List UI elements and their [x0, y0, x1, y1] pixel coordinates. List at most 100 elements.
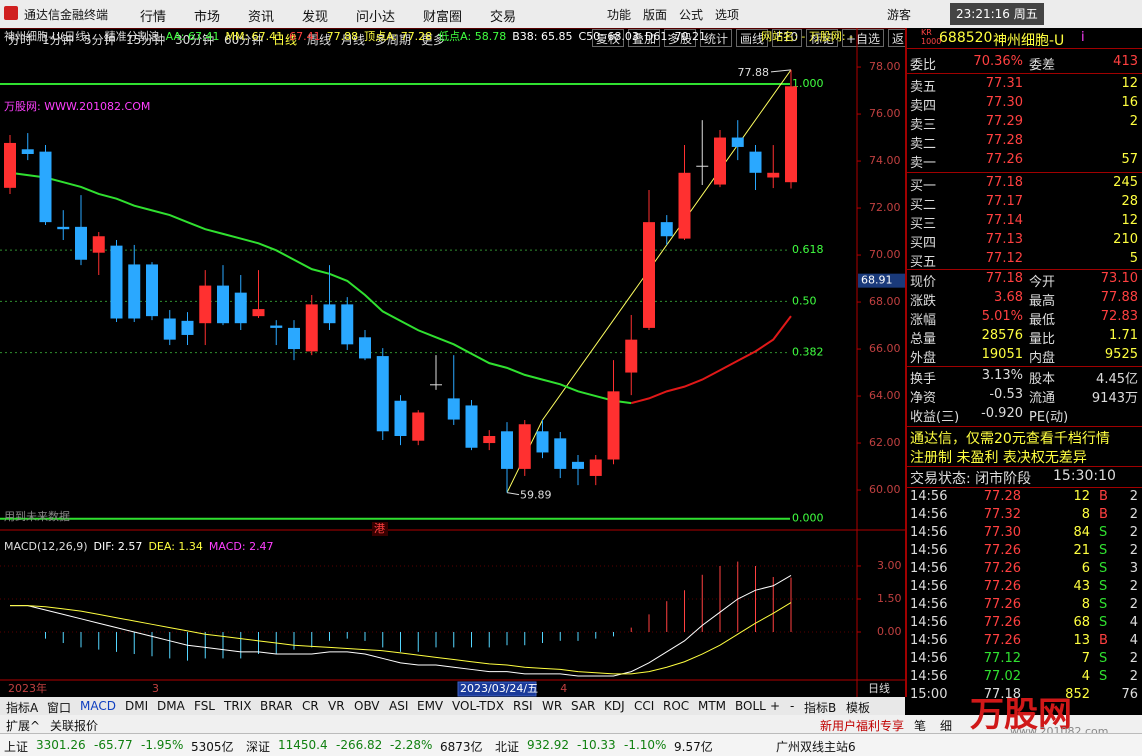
candle-body: [57, 226, 70, 230]
period-tab[interactable]: 5分钟: [84, 33, 116, 47]
indicator-tab[interactable]: SAR: [571, 699, 596, 713]
tick-price: 77.26: [983, 579, 1021, 594]
indicator-tab[interactable]: EMV: [417, 699, 444, 713]
quote-cell: 77.12: [985, 251, 1023, 266]
extension-tab[interactable]: 关联报价: [50, 719, 99, 733]
period-tab[interactable]: 分时: [8, 33, 33, 47]
extension-tab[interactable]: 扩展^: [6, 719, 41, 733]
indicator-tab[interactable]: KDJ: [604, 699, 625, 713]
indicator-tab[interactable]: VOL-TDX: [452, 699, 504, 713]
menu-right[interactable]: 版面: [643, 8, 668, 22]
candle-body: [75, 226, 87, 260]
quote-cell: 77.14: [985, 213, 1023, 228]
quote-cell: 2: [1129, 114, 1138, 129]
tab-control[interactable]: 模板: [846, 701, 871, 715]
index-pct: -1.10%: [624, 738, 667, 752]
menu-item[interactable]: 行情: [140, 10, 167, 25]
quote-cell: 流通: [1029, 391, 1056, 406]
notice[interactable]: 通达信，仅需20元查看千档行情: [910, 431, 1110, 447]
indicator-tab[interactable]: 窗口: [47, 701, 72, 715]
period-tab[interactable]: 更多: [421, 33, 446, 47]
indicator-tab[interactable]: DMA: [157, 699, 185, 713]
tool-button[interactable]: F10: [772, 29, 803, 47]
window-button[interactable]: [1062, 4, 1082, 22]
tick-side: B: [1099, 489, 1108, 504]
menu-item[interactable]: 财富圈: [423, 10, 463, 25]
promo[interactable]: 新用户福利专享: [820, 719, 905, 733]
menu-right[interactable]: 选项: [715, 8, 740, 22]
tick-price: 77.26: [983, 561, 1021, 576]
tool-button[interactable]: +自选: [842, 29, 885, 47]
indicator-tab[interactable]: MTM: [698, 699, 727, 713]
indicator-tab[interactable]: ASI: [389, 699, 409, 713]
tick-volume: 43: [1073, 579, 1090, 594]
candle-body: [660, 222, 673, 237]
macd-legend: DIF: 2.57: [94, 540, 143, 553]
side-tab[interactable]: 笔: [914, 719, 927, 733]
low-label: 59.89: [520, 489, 552, 502]
menu-item[interactable]: 问小达: [356, 10, 396, 25]
index-pct: -2.28%: [390, 738, 433, 752]
tool-button[interactable]: 标记: [806, 29, 839, 47]
period-tab[interactable]: 30分钟: [175, 33, 215, 47]
indicator-tab[interactable]: BOLL: [735, 699, 766, 713]
quote-cell: 9525: [1104, 347, 1138, 362]
chart-header: 神州细胞-U(日线) 精准分割浪 AA: 67.41 MM: 67.41 67.41 77…: [4, 29, 706, 43]
window-button[interactable]: [1114, 4, 1134, 22]
window-button[interactable]: [1088, 4, 1108, 22]
index-change: -266.82: [336, 738, 383, 752]
tick-price: 77.28: [983, 489, 1021, 504]
menu-item[interactable]: 交易: [490, 10, 517, 25]
indicator-tab[interactable]: ROC: [663, 699, 690, 713]
candle-body: [376, 356, 389, 432]
period-tab[interactable]: 多周期: [375, 33, 412, 47]
tick-volume: 12: [1073, 489, 1090, 504]
tick-count: 4: [1129, 633, 1138, 648]
indicator-tab[interactable]: RSI: [513, 699, 533, 713]
period-tab[interactable]: 1分钟: [42, 33, 74, 47]
tool-button[interactable]: 复权: [592, 29, 625, 47]
tool-button[interactable]: 叠加: [628, 29, 661, 47]
menu-item[interactable]: 发现: [302, 10, 329, 25]
menu-item[interactable]: 市场: [194, 10, 221, 25]
tick-volume: 84: [1073, 525, 1090, 540]
quote-cell: 9143万: [1091, 391, 1138, 406]
tool-button[interactable]: 统计: [700, 29, 733, 47]
quote-cell: 收益(三): [910, 410, 960, 425]
header-value: B38: 65.85: [512, 30, 572, 43]
indicator-tab[interactable]: VR: [328, 699, 345, 713]
indicator-tab[interactable]: 指标A: [6, 701, 39, 715]
tool-button[interactable]: 多股: [664, 29, 697, 47]
menu-right[interactable]: 功能: [607, 8, 632, 22]
tab-control[interactable]: 指标B: [804, 701, 837, 715]
menu-right[interactable]: 公式: [679, 8, 704, 22]
tab-control[interactable]: +: [770, 699, 781, 713]
period-tab[interactable]: 周线: [307, 33, 332, 47]
user[interactable]: 游客: [887, 8, 912, 22]
tick-count: 2: [1129, 651, 1138, 666]
indicator-tab[interactable]: FSL: [194, 699, 215, 713]
indicator-tab[interactable]: CCI: [634, 699, 655, 713]
candle-body: [447, 398, 460, 420]
period-tab[interactable]: 月线: [341, 33, 366, 47]
indicator-tab[interactable]: CR: [302, 699, 319, 713]
period-tab[interactable]: 日线: [273, 33, 298, 47]
indicator-tab[interactable]: DMI: [125, 699, 149, 713]
indicator-tab[interactable]: WR: [542, 699, 563, 713]
indicator-tab[interactable]: BRAR: [260, 699, 293, 713]
period-tab[interactable]: 15分钟: [126, 33, 166, 47]
tab-control[interactable]: -: [790, 699, 795, 713]
tool-button[interactable]: 画线: [736, 29, 769, 47]
indicator-tab[interactable]: MACD: [80, 699, 116, 713]
indicator-tab[interactable]: OBV: [354, 699, 380, 713]
candle-body: [607, 391, 620, 460]
fib-label: 0.000: [792, 512, 824, 525]
candle-body: [288, 327, 300, 350]
side-tab[interactable]: 细: [940, 719, 953, 733]
indicator-tab[interactable]: TRIX: [224, 699, 252, 713]
menu-item[interactable]: 资讯: [248, 10, 275, 25]
candle-body: [217, 285, 229, 324]
tick-price: 77.12: [983, 651, 1021, 666]
tick-count: 2: [1129, 579, 1138, 594]
period-tab[interactable]: 60分钟: [224, 33, 264, 47]
